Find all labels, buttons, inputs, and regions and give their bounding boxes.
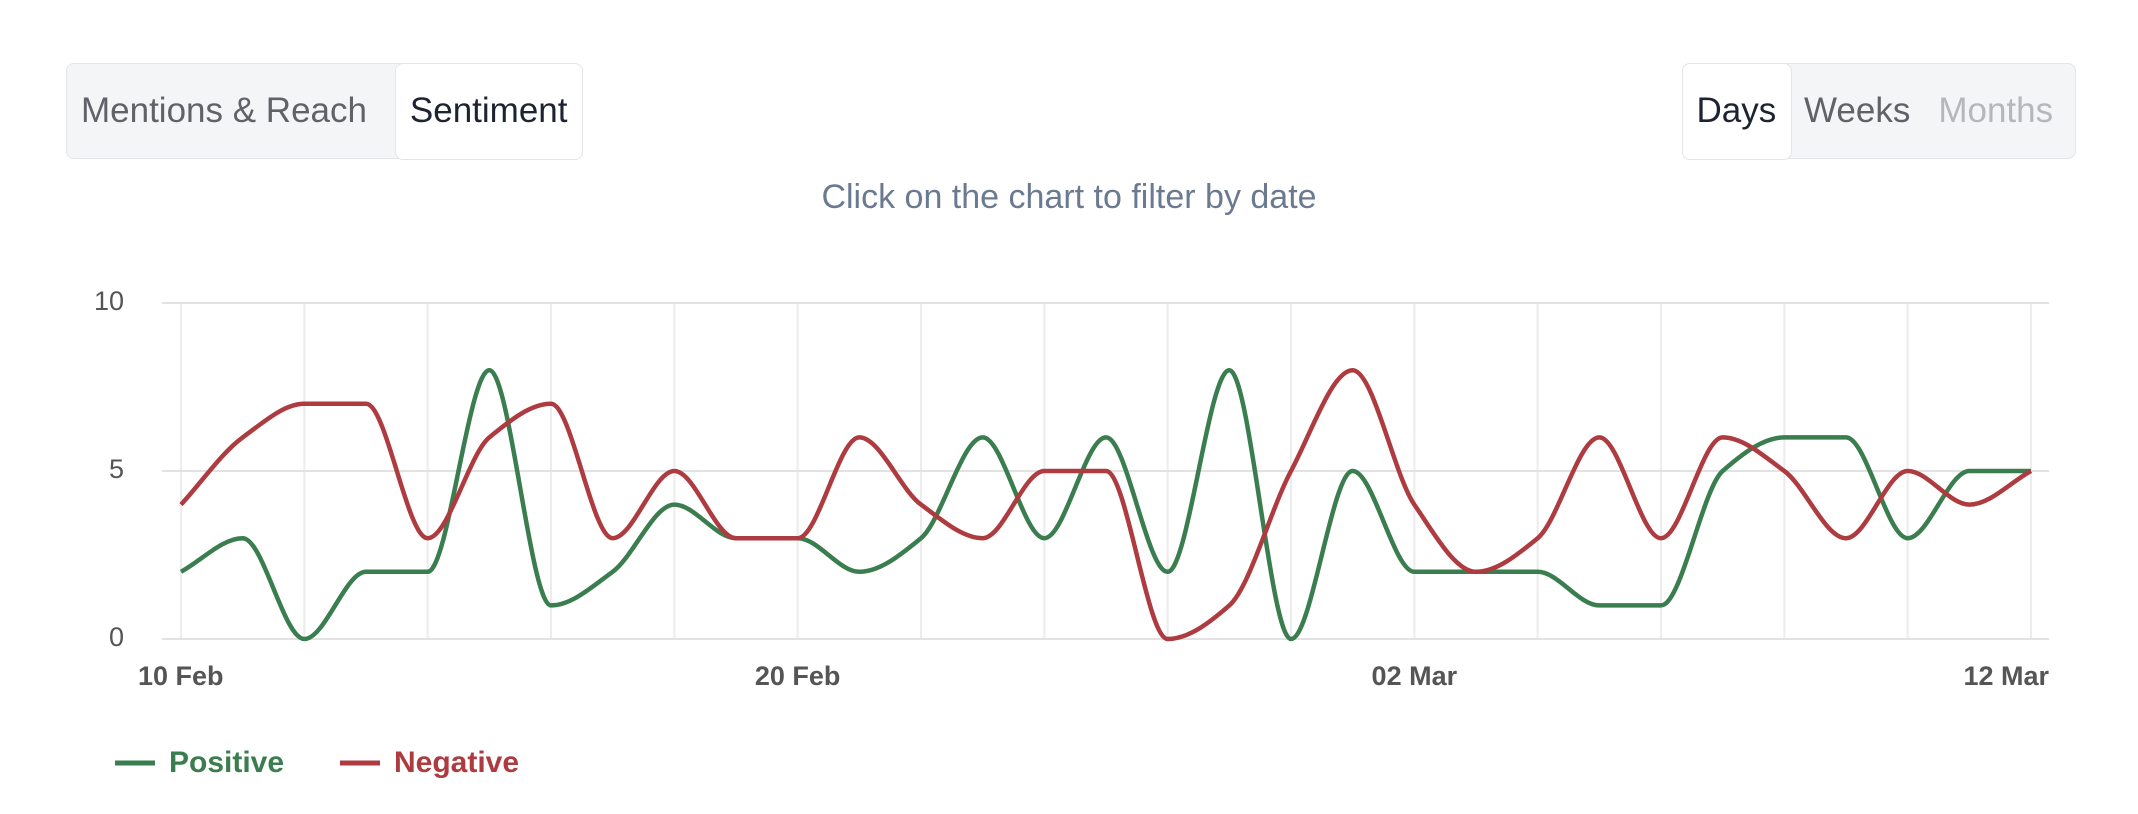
period-group: Days Weeks Months [1681, 62, 2076, 160]
legend-label: Negative [394, 746, 519, 779]
tab-active[interactable]: Sentiment [394, 62, 583, 160]
period-active[interactable]: Days [1681, 62, 1792, 160]
y-tick-label: 0 [109, 622, 124, 652]
tab-group: Mentions & Reach Sentiment [66, 62, 583, 160]
x-tick-label: 20 Feb [755, 661, 841, 691]
x-tick-label: 12 Mar [1963, 661, 2049, 691]
x-tick-label: 02 Mar [1372, 661, 1458, 691]
period[interactable]: Weeks [1804, 91, 1911, 130]
y-tick-label: 5 [109, 454, 124, 484]
y-tick-label: 10 [94, 286, 124, 316]
x-tick-label: 10 Feb [138, 661, 224, 691]
line [179, 367, 2031, 642]
line [179, 367, 2033, 642]
legend-label: Positive [169, 746, 284, 779]
tab[interactable]: Mentions & Reach [81, 91, 367, 130]
period[interactable]: Months [1938, 91, 2054, 130]
hint: Click on the chart to filter by date [821, 178, 1317, 216]
